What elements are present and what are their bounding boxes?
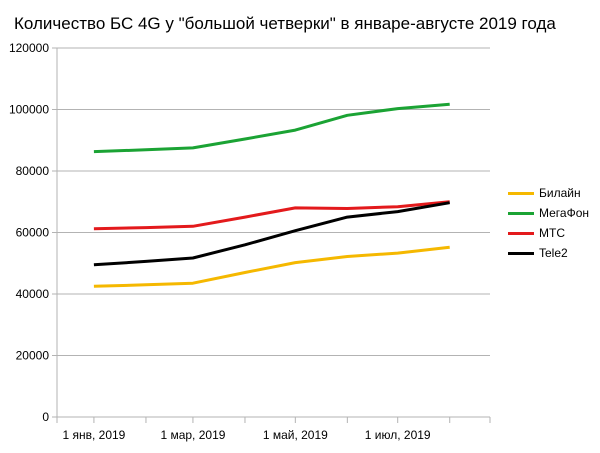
legend-label: МегаФон — [539, 206, 590, 220]
series-line-2 — [93, 102, 450, 154]
legend-item: Билайн — [508, 183, 589, 203]
legend-swatch — [508, 251, 534, 255]
legend-swatch — [508, 211, 534, 215]
y-tick-label: 40000 — [16, 287, 50, 301]
series-line-3 — [93, 200, 450, 231]
legend: Билайн МегаФон МТС Tele2 — [508, 183, 589, 263]
legend-label: МТС — [539, 226, 565, 240]
series-line-4 — [93, 201, 450, 267]
axes — [56, 48, 491, 423]
legend-label: Tele2 — [539, 246, 568, 260]
y-tick-label: 0 — [42, 410, 49, 424]
legend-swatch — [508, 231, 534, 235]
x-tick-label: 1 янв, 2019 — [62, 428, 125, 442]
legend-item: Tele2 — [508, 243, 589, 263]
series-line-1 — [93, 245, 450, 288]
y-tick-label: 80000 — [16, 164, 50, 178]
tick-labels: 0 20000 40000 60000 80000 100000 120000 1 янв, … — [9, 41, 431, 442]
y-tick-label: 60000 — [16, 226, 50, 240]
x-tick-label: 1 мар, 2019 — [160, 428, 225, 442]
series-lines — [93, 102, 450, 288]
grid-lines — [52, 47, 490, 418]
x-tick-label: 1 июл, 2019 — [365, 428, 431, 442]
y-tick-label: 20000 — [16, 349, 50, 363]
legend-swatch — [508, 191, 534, 195]
legend-item: МТС — [508, 223, 589, 243]
y-tick-label: 120000 — [9, 41, 49, 55]
y-tick-label: 100000 — [9, 103, 49, 117]
chart-title: Количество БС 4G у "большой четверки" в … — [14, 14, 556, 33]
legend-item: МегаФон — [508, 203, 589, 223]
x-tick-label: 1 май, 2019 — [263, 428, 328, 442]
legend-label: Билайн — [539, 186, 581, 200]
